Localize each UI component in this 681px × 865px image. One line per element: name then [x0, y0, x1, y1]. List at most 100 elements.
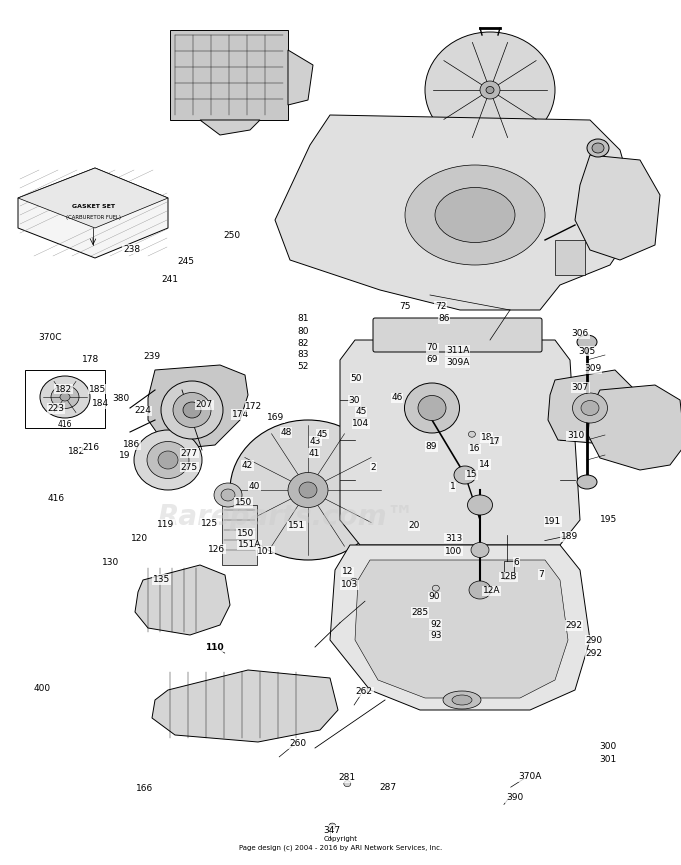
Ellipse shape [577, 475, 597, 489]
Ellipse shape [418, 395, 446, 420]
Text: 86: 86 [439, 314, 449, 323]
Text: 46: 46 [392, 394, 402, 402]
Text: 89: 89 [426, 442, 437, 451]
Text: 12B: 12B [500, 573, 518, 581]
Ellipse shape [60, 393, 70, 401]
Text: 309: 309 [584, 364, 601, 373]
Text: 30: 30 [349, 396, 360, 405]
Text: 42: 42 [242, 461, 253, 470]
Text: 275: 275 [180, 463, 198, 471]
Text: 82: 82 [298, 339, 308, 348]
Text: 150: 150 [236, 529, 254, 538]
Text: Copyright
Page design (c) 2004 - 2016 by ARI Network Services, Inc.: Copyright Page design (c) 2004 - 2016 by… [239, 836, 442, 850]
Text: 262: 262 [356, 688, 373, 696]
Text: 17: 17 [490, 437, 501, 445]
Text: 92: 92 [430, 620, 441, 629]
Polygon shape [152, 670, 338, 742]
Ellipse shape [452, 695, 472, 705]
Text: 307: 307 [571, 383, 589, 392]
Ellipse shape [471, 542, 489, 558]
Text: 7: 7 [539, 570, 544, 579]
Ellipse shape [158, 451, 178, 469]
Text: 72: 72 [435, 302, 446, 311]
Ellipse shape [214, 483, 242, 507]
Ellipse shape [492, 439, 498, 444]
Polygon shape [548, 370, 640, 445]
Text: 416: 416 [58, 420, 72, 429]
Ellipse shape [467, 495, 492, 515]
Text: 48: 48 [281, 428, 291, 437]
Text: 12A: 12A [483, 586, 501, 595]
Text: 93: 93 [430, 631, 441, 640]
Polygon shape [355, 560, 568, 698]
Text: 185: 185 [89, 385, 106, 394]
Text: 69: 69 [427, 356, 438, 364]
Polygon shape [575, 155, 660, 260]
Ellipse shape [573, 393, 607, 423]
FancyBboxPatch shape [555, 240, 585, 275]
Polygon shape [330, 545, 590, 710]
Text: 305: 305 [578, 347, 596, 356]
Text: 191: 191 [544, 517, 562, 526]
Text: 1: 1 [450, 483, 456, 491]
Text: 150: 150 [235, 498, 253, 507]
Text: 104: 104 [352, 420, 370, 428]
Ellipse shape [405, 165, 545, 265]
Text: 182: 182 [68, 447, 86, 456]
Text: 416: 416 [48, 494, 65, 503]
Text: 14: 14 [479, 460, 490, 469]
Text: 135: 135 [153, 575, 170, 584]
Polygon shape [340, 340, 580, 545]
Text: 287: 287 [379, 783, 397, 791]
Text: 182: 182 [54, 385, 72, 394]
Ellipse shape [288, 472, 328, 508]
Text: 241: 241 [162, 275, 178, 284]
Polygon shape [18, 168, 168, 258]
Ellipse shape [469, 581, 491, 599]
Text: 370A: 370A [518, 772, 541, 781]
Text: 309A: 309A [446, 358, 469, 367]
Ellipse shape [435, 188, 515, 242]
Polygon shape [200, 120, 260, 135]
Text: 281: 281 [338, 773, 356, 782]
Text: 311A: 311A [446, 346, 469, 355]
Ellipse shape [344, 781, 351, 786]
Ellipse shape [161, 381, 223, 439]
Text: 285: 285 [411, 608, 429, 617]
Text: 313: 313 [445, 534, 462, 542]
Text: 130: 130 [101, 558, 119, 567]
Ellipse shape [329, 823, 336, 829]
Ellipse shape [299, 482, 317, 498]
Text: 120: 120 [131, 534, 148, 542]
Ellipse shape [486, 86, 494, 93]
Ellipse shape [425, 32, 555, 148]
Text: 6: 6 [513, 558, 519, 567]
Text: 195: 195 [599, 515, 617, 523]
Text: 101: 101 [257, 547, 274, 555]
Text: 301: 301 [599, 755, 617, 764]
Text: 52: 52 [298, 362, 308, 371]
Text: GASKET SET: GASKET SET [72, 204, 114, 209]
Text: 81: 81 [298, 314, 308, 323]
Ellipse shape [454, 466, 476, 484]
Ellipse shape [221, 489, 235, 501]
Polygon shape [135, 565, 230, 635]
Text: 260: 260 [289, 740, 306, 748]
Ellipse shape [40, 376, 90, 418]
Text: 223: 223 [48, 404, 64, 413]
Text: 184: 184 [92, 400, 110, 408]
Text: 300: 300 [599, 742, 617, 751]
Text: 292: 292 [566, 621, 582, 630]
Text: 45: 45 [355, 407, 366, 416]
Text: 166: 166 [136, 785, 154, 793]
Ellipse shape [183, 402, 201, 418]
Text: 70: 70 [427, 343, 438, 352]
Polygon shape [18, 168, 168, 228]
Text: 15: 15 [466, 471, 477, 479]
Text: 216: 216 [82, 443, 99, 452]
Text: 310: 310 [567, 432, 584, 440]
Text: 277: 277 [180, 449, 198, 458]
Text: 186: 186 [123, 440, 140, 449]
Text: 290: 290 [585, 636, 603, 644]
Ellipse shape [469, 432, 475, 437]
